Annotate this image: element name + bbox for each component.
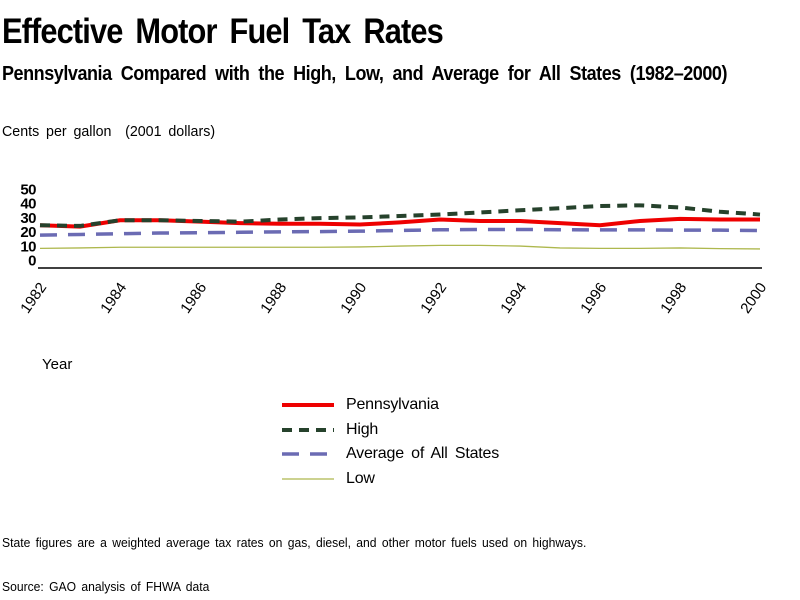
x-tick-label-2000: 2000 [737,280,770,317]
x-tick-label-1982: 1982 [17,280,50,317]
y-tick-label-20: 20 [20,224,36,241]
legend-label-average-of-all-states: Average of All States [346,445,500,463]
x-tick-label-1986: 1986 [177,280,210,317]
legend-swatch-average-of-all-states [282,452,334,457]
x-tick-label-1994: 1994 [497,280,530,317]
x-tick-label-1998: 1998 [657,280,690,317]
source-text: Source: GAO analysis of FHWA data [2,580,210,594]
y-tick-label-40: 40 [20,196,36,213]
y-tick-label-30: 30 [20,210,36,227]
line-high [39,203,761,228]
page-title: Effective Motor Fuel Tax Rates [2,12,444,51]
legend-label-high: High [346,420,379,438]
line-low [39,244,761,250]
y-tick-label-50: 50 [20,182,36,199]
legend-label-pennsylvania: Pennsylvania [346,396,439,414]
page-subtitle: Pennsylvania Compared with the High, Low… [2,63,728,85]
x-tick-label-1988: 1988 [257,280,290,317]
legend-swatch-high [282,427,334,432]
y-tick-label-0: 0 [28,253,36,270]
y-tick-label-10: 10 [20,238,36,255]
legend-item-pennsylvania: Pennsylvania [282,393,499,418]
chart-legend: Pennsylvania High Average of All States Low [282,393,499,491]
x-tick-label-1992: 1992 [417,280,450,317]
x-tick-label-1984: 1984 [97,280,130,317]
x-axis-title: Year [42,356,73,373]
legend-item-average-of-all-states: Average of All States [282,442,499,467]
legend-swatch-pennsylvania [282,403,334,408]
legend-swatch-low [282,478,334,480]
footnote-text: State figures are a weighted average tax… [2,536,587,550]
legend-item-low: Low [282,467,499,492]
legend-item-high: High [282,418,499,443]
line-average-of-all-states [39,227,761,237]
legend-label-low: Low [346,470,375,488]
x-tick-label-1990: 1990 [337,280,370,317]
y-units-label: Cents per gallon (2001 dollars) [2,123,216,140]
x-tick-label-1996: 1996 [577,280,610,317]
